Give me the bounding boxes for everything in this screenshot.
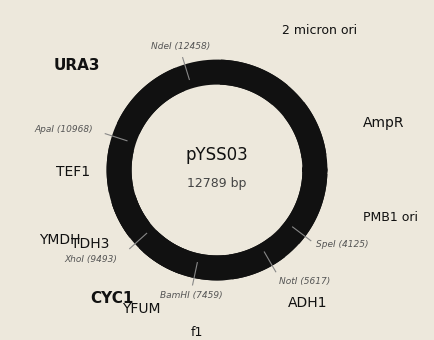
Text: NdeI (12458): NdeI (12458) <box>151 42 210 51</box>
Text: TDH3: TDH3 <box>71 237 109 251</box>
Text: YFUM: YFUM <box>122 302 161 316</box>
Text: 2 micron ori: 2 micron ori <box>282 24 357 37</box>
Text: XhoI (9493): XhoI (9493) <box>65 255 118 264</box>
Text: 12789 bp: 12789 bp <box>187 176 247 190</box>
Text: pYSS03: pYSS03 <box>186 146 248 164</box>
Text: CYC1: CYC1 <box>90 291 133 306</box>
Text: URA3: URA3 <box>54 58 101 73</box>
Text: YMDH: YMDH <box>39 233 80 246</box>
Text: ADH1: ADH1 <box>287 295 327 309</box>
Text: f1: f1 <box>191 326 203 339</box>
Text: NotI (5617): NotI (5617) <box>279 277 330 286</box>
Text: SpeI (4125): SpeI (4125) <box>316 240 368 249</box>
Text: PMB1 ori: PMB1 ori <box>363 211 418 224</box>
Text: BamHI (7459): BamHI (7459) <box>160 291 223 300</box>
Text: AmpR: AmpR <box>363 116 404 130</box>
Text: TEF1: TEF1 <box>56 165 91 179</box>
Text: ApaI (10968): ApaI (10968) <box>34 125 93 134</box>
